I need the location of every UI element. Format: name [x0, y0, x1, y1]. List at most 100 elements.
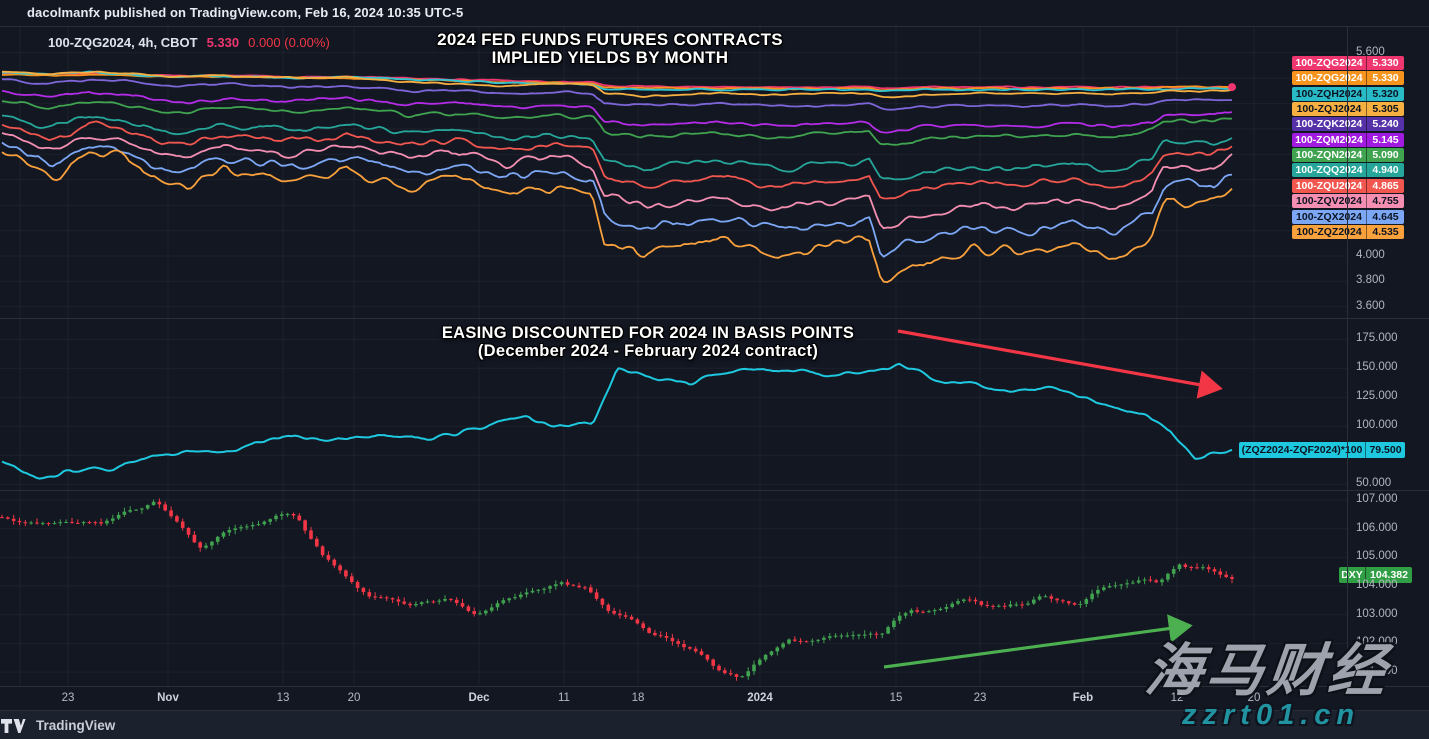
- series-value-label: 5.320: [1366, 86, 1404, 101]
- time-axis-tick-23: 23: [61, 692, 75, 704]
- series-value-label: 4.755: [1366, 194, 1404, 209]
- series-value-label: 104.382: [1365, 567, 1412, 583]
- axis-price-label: 3.800: [1356, 274, 1385, 287]
- series-value-label: 4.535: [1366, 224, 1404, 239]
- last-price-dot: [1228, 83, 1236, 92]
- watermark-site-url: zzrt01.cn: [1182, 699, 1361, 731]
- symbol-name: 100-ZQG2024, 4h, CBOT: [48, 35, 198, 50]
- series-name-label: 100-ZQN2024: [1295, 149, 1363, 162]
- dxy-price-label[interactable]: DXY 104.382: [1339, 567, 1412, 583]
- time-axis[interactable]: 23 Nov 13 20 Dec 11 18 2024 15 23 Feb 12 20: [0, 686, 1429, 711]
- tradingview-logo-icon[interactable]: [0, 717, 26, 735]
- pane1-title[interactable]: 2024 FED FUNDS FUTURES CONTRACTS IMPLIED…: [330, 31, 890, 67]
- yield-line-100-ZQZ2024[interactable]: [1, 149, 1233, 283]
- yield-line-100-ZQJ2024[interactable]: [1, 70, 1233, 99]
- series-value-label: 4.865: [1366, 178, 1404, 193]
- pane1-title-line1: 2024 FED FUNDS FUTURES CONTRACTS: [437, 30, 783, 49]
- easing-spread-price-label[interactable]: (ZQZ2024-ZQF2024)*100 79.500: [1239, 442, 1405, 458]
- time-axis-tick-Nov: Nov: [157, 692, 179, 704]
- legend-row-100-ZQG2024[interactable]: 100-ZQG2024 5.330: [1292, 71, 1404, 86]
- legend-row-100-ZQM2024[interactable]: 100-ZQM2024 5.145: [1292, 132, 1404, 147]
- tradingview-brand-text[interactable]: TradingView: [36, 718, 116, 733]
- pane1-title-line2: IMPLIED YIELDS BY MONTH: [491, 48, 729, 67]
- yield-line-100-ZQX2024[interactable]: [1, 141, 1233, 258]
- series-name-label: 100-ZQM2024: [1295, 133, 1363, 146]
- series-value-label: 5.240: [1366, 117, 1404, 132]
- axis-price-label: 175.000: [1356, 332, 1398, 345]
- time-axis-tick-20: 20: [347, 692, 361, 704]
- time-axis-tick-23: 23: [973, 692, 987, 704]
- yield-line-100-ZQQ2024[interactable]: [1, 114, 1233, 181]
- legend-row-100-ZQH2024[interactable]: 100-ZQH2024 5.320: [1292, 86, 1404, 101]
- yield-line-100-ZQU2024[interactable]: [1, 120, 1233, 200]
- time-axis-tick-Dec: Dec: [468, 692, 490, 704]
- series-name-label: 100-ZQX2024: [1296, 210, 1362, 223]
- downtrend-arrow[interactable]: [897, 329, 1223, 399]
- series-value-label: 5.090: [1366, 148, 1404, 163]
- legend-row-100-ZQG2024[interactable]: 100-ZQG2024 5.330: [1292, 56, 1404, 70]
- series-value-label: 5.145: [1366, 132, 1404, 147]
- legend-row-100-ZQJ2024[interactable]: 100-ZQJ2024 5.305: [1292, 102, 1404, 117]
- axis-price-label: 106.000: [1356, 521, 1398, 534]
- series-name-label: 100-ZQQ2024: [1295, 164, 1363, 177]
- axis-price-label: 107.000: [1356, 492, 1398, 505]
- axis-price-label: 4.000: [1356, 249, 1385, 261]
- series-name-label: (ZQZ2024-ZQF2024)*100: [1241, 444, 1363, 456]
- axis-price-label: 105.000: [1356, 550, 1398, 563]
- axis-price-label: 102.000: [1356, 636, 1398, 649]
- axis-price-label: 50.000: [1356, 477, 1392, 490]
- yield-line-100-ZQM2024[interactable]: [1, 90, 1233, 134]
- dxy-candlestick-series[interactable]: [0, 498, 1234, 681]
- yield-line-100-ZQG2024[interactable]: [1, 73, 1233, 92]
- time-axis-tick-13: 13: [276, 692, 290, 704]
- yield-line-100-ZQN2024[interactable]: [1, 100, 1233, 146]
- time-axis-tick-15: 15: [889, 692, 903, 704]
- time-axis-tick-2024: 2024: [747, 692, 773, 704]
- axis-price-label: 101.000: [1356, 665, 1398, 678]
- series-name-label: 100-ZQG2024: [1295, 72, 1363, 85]
- time-axis-tick-12: 12: [1170, 692, 1184, 704]
- pane2-pane3-divider[interactable]: [0, 490, 1429, 491]
- legend-row-100-ZQQ2024[interactable]: 100-ZQQ2024 4.940: [1292, 163, 1404, 178]
- axis-price-label: 3.600: [1356, 299, 1385, 312]
- pane2-title[interactable]: EASING DISCOUNTED FOR 2024 IN BASIS POIN…: [368, 324, 928, 360]
- axis-price-label: 150.000: [1356, 361, 1398, 374]
- axis-price-label: 5.600: [1356, 45, 1385, 58]
- easing-spread-line[interactable]: [1, 362, 1233, 480]
- axis-price-label: 104.000: [1356, 578, 1398, 591]
- series-name-label: 100-ZQG2024: [1295, 57, 1363, 69]
- series-value-label: 79.500: [1365, 442, 1405, 458]
- series-name-label: 100-ZQZ2024: [1296, 225, 1362, 238]
- series-name-label: 100-ZQJ2024: [1296, 103, 1362, 116]
- yield-line-100-ZQK2024[interactable]: [2, 78, 1232, 111]
- symbol-info[interactable]: 100-ZQG2024, 4h, CBOT 5.330 0.000 (0.00%): [48, 35, 330, 50]
- pane2-title-line1: EASING DISCOUNTED FOR 2024 IN BASIS POIN…: [441, 324, 855, 342]
- price-change: 0.000 (0.00%): [248, 35, 330, 50]
- legend-row-100-ZQZ2024[interactable]: 100-ZQZ2024 4.535: [1292, 224, 1404, 239]
- series-value-label: 5.330: [1366, 71, 1404, 86]
- series-value-label: 4.645: [1366, 209, 1404, 224]
- legend-row-100-ZQK2024[interactable]: 100-ZQK2024 5.240: [1292, 117, 1404, 132]
- footer-bar: TradingView: [0, 710, 1429, 739]
- legend-row-100-ZQN2024[interactable]: 100-ZQN2024 5.090: [1292, 148, 1404, 163]
- legend-row-100-ZQV2024[interactable]: 100-ZQV2024 4.755: [1292, 194, 1404, 209]
- watermark-brand: 海马财经: [1142, 639, 1393, 703]
- axis-price-label: 103.000: [1356, 607, 1398, 620]
- yield-line-100-ZQV2024[interactable]: [1, 132, 1233, 230]
- series-value-label: 4.940: [1366, 163, 1404, 178]
- legend-row-100-ZQX2024[interactable]: 100-ZQX2024 4.645: [1292, 209, 1404, 224]
- uptrend-arrow[interactable]: [883, 614, 1193, 669]
- pane1-pane2-divider[interactable]: [0, 318, 1429, 319]
- time-axis-tick-11: 11: [558, 692, 570, 704]
- time-axis-tick-18: 18: [631, 692, 645, 704]
- series-name-label: 100-ZQV2024: [1296, 195, 1362, 208]
- legend-row-100-ZQU2024[interactable]: 100-ZQU2024 4.865: [1292, 178, 1404, 193]
- publish-info: dacolmanfx published on TradingView.com,…: [27, 5, 464, 20]
- series-name-label: 100-ZQU2024: [1295, 179, 1363, 192]
- last-price: 5.330: [206, 35, 240, 50]
- price-axis-divider: [1347, 26, 1348, 686]
- series-name-label: DXY: [1341, 569, 1363, 581]
- time-axis-tick-20: 20: [1247, 692, 1261, 704]
